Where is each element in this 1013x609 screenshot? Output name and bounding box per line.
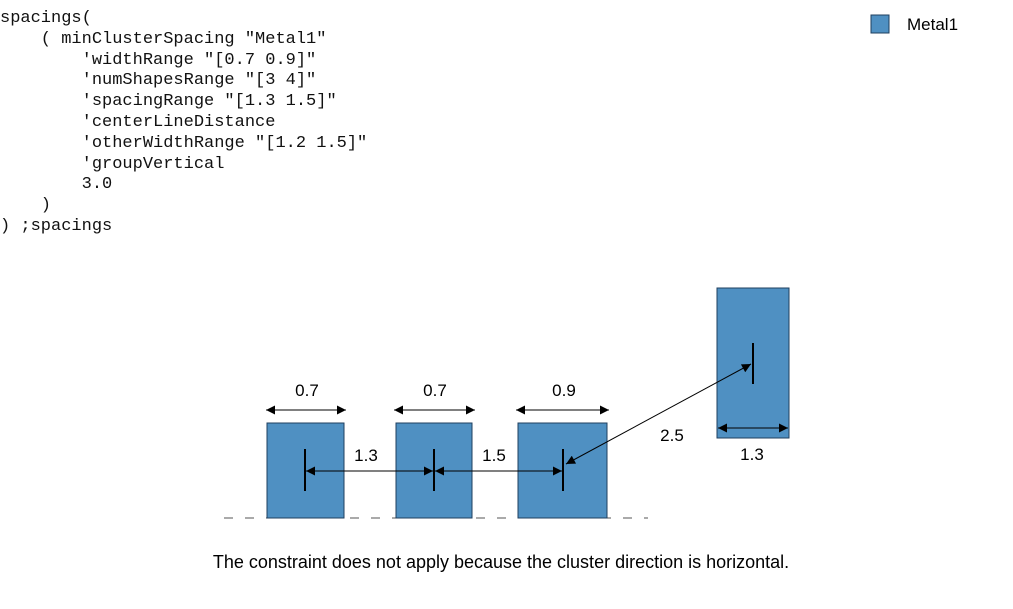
diagonal-arrow (565, 363, 752, 465)
width-label-1: 0.7 (295, 381, 319, 400)
legend-swatch (870, 14, 890, 34)
code-line: 'groupVertical (0, 154, 225, 174)
legend-label: Metal1 (907, 15, 958, 34)
width-label-2: 0.7 (423, 381, 447, 400)
code-line: 'widthRange "[0.7 0.9]" (0, 50, 317, 70)
spacing-label-1: 1.3 (354, 446, 378, 465)
code-line: ( minClusterSpacing "Metal1" (0, 29, 327, 49)
code-block: spacings( ( minClusterSpacing "Metal1" '… (0, 9, 367, 238)
code-line: 'numShapesRange "[3 4]" (0, 71, 317, 91)
caption: The constraint does not apply because th… (213, 552, 789, 572)
code-line: ) (0, 196, 52, 216)
code-line: 'centerLineDistance (0, 112, 276, 132)
spacing-label-2: 1.5 (482, 446, 506, 465)
code-line: 'spacingRange "[1.3 1.5]" (0, 92, 337, 112)
width-label-3: 0.9 (552, 381, 576, 400)
code-line: 3.0 (0, 175, 113, 195)
code-line: spacings( (0, 9, 92, 28)
code-line: ) ;spacings (0, 216, 113, 236)
other-width-label: 1.3 (740, 445, 764, 464)
diagonal-label: 2.5 (660, 426, 684, 445)
code-line: 'otherWidthRange "[1.2 1.5]" (0, 133, 368, 153)
